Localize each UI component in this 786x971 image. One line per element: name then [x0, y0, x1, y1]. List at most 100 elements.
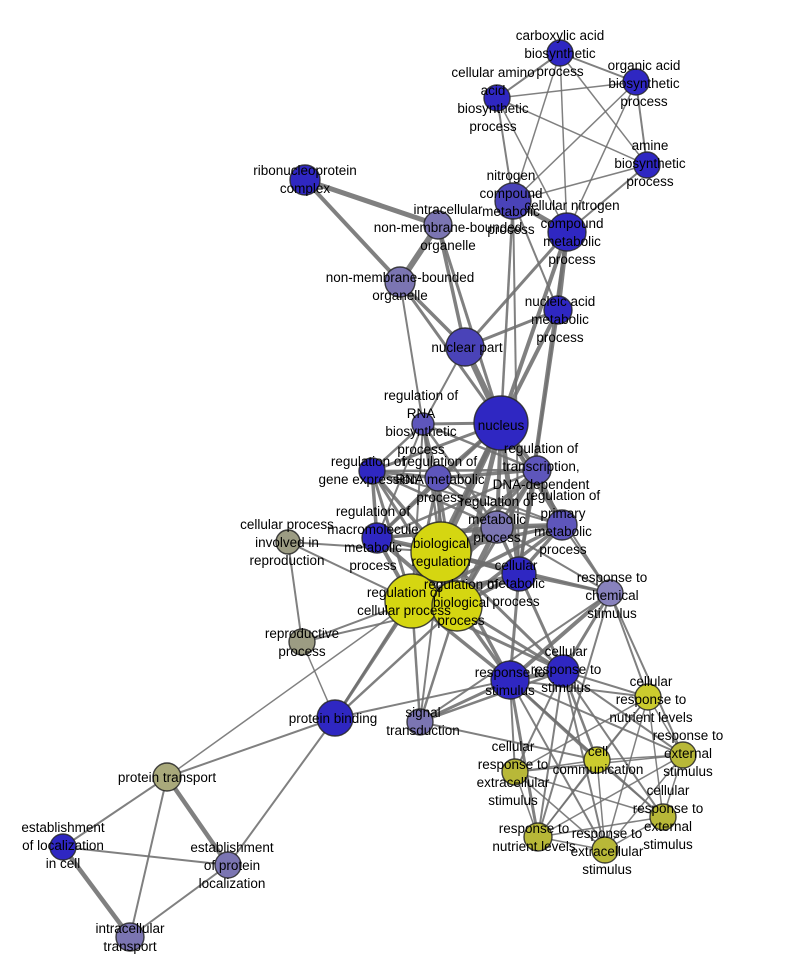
graph-edge-regulation-of-rna-biosynthetic-process--regulation-of-transcription-dna-dependent — [422, 422, 538, 472]
graph-edge-cellular-process-involved-in-reproduction--reproductive-process — [287, 541, 303, 643]
graph-edge-response-to-stimulus--response-to-chemical-stimulus — [508, 591, 612, 682]
graph-edge-establishment-of-localization-in-cell--intracellular-transport — [61, 845, 132, 939]
graph-edge-response-to-chemical-stimulus--cellular-response-to-nutrient-levels — [609, 592, 649, 698]
node-label-response-to-extracellular-stimulus: response to extracellular stimulus — [571, 826, 644, 877]
node-nucleic-acid-metabolic-process[interactable] — [543, 295, 573, 325]
node-carboxylic-acid-biosynthetic-process[interactable] — [546, 39, 574, 67]
graph-edge-signal-transduction--response-to-chemical-stimulus — [419, 592, 611, 723]
node-label-non-membrane-bounded-organelle: non-membrane-bounded organelle — [326, 270, 475, 303]
node-cellular-response-to-external-stimulus[interactable] — [649, 803, 677, 831]
graph-edge-cell-communication--response-to-external-stimulus — [596, 754, 684, 761]
node-regulation-of-primary-metabolic-process[interactable] — [546, 509, 578, 541]
graph-edge-signal-transduction--cellular-response-to-stimulus — [419, 669, 564, 724]
nodes-layer — [49, 39, 697, 952]
graph-edge-response-to-stimulus--response-to-extracellular-stimulus — [509, 679, 606, 851]
graph-edge-regulation-of-gene-expression--regulation-of-primary-metabolic-process — [371, 470, 563, 526]
node-regulation-of-gene-expression[interactable] — [358, 457, 386, 485]
graph-edge-cellular-response-to-nutrient-levels--cellular-response-to-extracellular-stimulus — [514, 696, 649, 773]
node-nitrogen-compound-metabolic-process[interactable] — [494, 182, 532, 220]
node-regulation-of-macromolecule-metabolic-process[interactable] — [361, 522, 393, 554]
node-label-regulation-of-gene-expression: regulation of gene expression — [318, 454, 417, 487]
node-cellular-process-involved-in-reproduction[interactable] — [275, 529, 301, 555]
node-label-organic-acid-biosynthetic-process: organic acid biosynthetic process — [608, 58, 681, 109]
graph-edge-response-to-external-stimulus--response-to-extracellular-stimulus — [604, 754, 684, 851]
node-establishment-of-protein-localization[interactable] — [214, 851, 242, 879]
node-cellular-amino-acid-biosynthetic-process[interactable] — [483, 84, 511, 112]
graph-edge-regulation-of-transcription-dna-dependent--regulation-of-macromolecule-metabolic-process — [376, 468, 538, 540]
graph-edge-cellular-nitrogen-compound-metabolic-process--nucleus — [499, 231, 569, 424]
graph-edge-protein-transport--protein-binding — [166, 717, 336, 778]
node-regulation-of-rna-metabolic-process[interactable] — [424, 464, 452, 492]
graph-edge-regulation-of-rna-biosynthetic-process--regulation-of-macromolecule-metabolic-process — [376, 423, 424, 539]
node-label-cellular-response-to-external-stimulus: cellular response to external stimulus — [633, 783, 704, 852]
node-label-regulation-of-rna-biosynthetic-process: regulation of RNA biosynthetic process — [384, 388, 459, 457]
node-intracellular-transport[interactable] — [115, 922, 145, 952]
graph-edge-response-to-external-stimulus--response-to-nutrient-levels — [537, 754, 684, 838]
node-label-nuclear-part: nuclear part — [431, 340, 503, 355]
node-protein-binding[interactable] — [316, 699, 354, 737]
node-response-to-stimulus[interactable] — [490, 660, 530, 700]
node-signal-transduction[interactable] — [406, 708, 434, 736]
node-label-amine-biosynthetic-process: amine biosynthetic process — [614, 138, 686, 189]
node-non-membrane-bounded-organelle[interactable] — [384, 266, 416, 298]
graph-edge-regulation-of-transcription-dna-dependent--regulation-of-gene-expression — [371, 468, 538, 473]
node-label-response-to-chemical-stimulus: response to chemical stimulus — [577, 570, 648, 621]
node-cellular-nitrogen-compound-metabolic-process[interactable] — [547, 212, 587, 252]
node-establishment-of-localization-in-cell[interactable] — [49, 833, 77, 861]
node-cellular-response-to-stimulus[interactable] — [546, 654, 580, 688]
graph-edge-cellular-metabolic-process--cellular-response-to-stimulus — [517, 573, 565, 672]
node-regulation-of-biological-process[interactable] — [431, 580, 483, 632]
node-response-to-nutrient-levels[interactable] — [523, 822, 553, 852]
node-label-cellular-response-to-extracellular-stimulus: cellular response to extracellular stimulus — [477, 739, 550, 808]
graph-edge-carboxylic-acid-biosynthetic-process--nitrogen-compound-metabolic-process — [512, 52, 561, 202]
node-regulation-of-metabolic-process[interactable] — [480, 510, 514, 544]
node-intracellular-non-membrane-bounded-organelle[interactable] — [423, 210, 453, 240]
graph-edge-carboxylic-acid-biosynthetic-process--amine-biosynthetic-process — [559, 52, 648, 166]
node-label-cellular-amino-acid-biosynthetic-process: cellular amino acid biosynthetic process — [451, 65, 534, 134]
graph-edge-signal-transduction--cell-communication — [419, 721, 598, 761]
node-regulation-of-transcription-dna-dependent[interactable] — [522, 455, 552, 485]
node-biological-regulation[interactable] — [410, 521, 472, 583]
node-ribonucleoprotein-complex[interactable] — [289, 164, 321, 196]
node-label-cellular-nitrogen-compound-metabolic-process: cellular nitrogen compound metabolic proces… — [524, 198, 619, 267]
graph-edge-cellular-response-to-extracellular-stimulus--response-to-extracellular-stimulus — [514, 771, 606, 851]
node-response-to-chemical-stimulus[interactable] — [596, 579, 624, 607]
graph-edge-protein-transport--establishment-of-protein-localization — [165, 775, 230, 867]
node-regulation-of-rna-biosynthetic-process[interactable] — [411, 412, 435, 436]
node-label-response-to-external-stimulus: response to external stimulus — [653, 728, 724, 779]
graph-edge-response-to-chemical-stimulus--response-to-external-stimulus — [609, 592, 684, 756]
graph-edge-establishment-of-localization-in-cell--establishment-of-protein-localization — [62, 846, 229, 866]
node-response-to-extracellular-stimulus[interactable] — [591, 836, 619, 864]
graph-edge-intracellular-non-membrane-bounded-organelle--nucleus — [436, 224, 503, 424]
node-organic-acid-biosynthetic-process[interactable] — [622, 68, 650, 96]
node-label-reproductive-process: reproductive process — [265, 626, 339, 659]
graph-edge-establishment-of-protein-localization--protein-binding — [227, 717, 336, 866]
node-protein-transport[interactable] — [152, 762, 182, 792]
node-label-nucleic-acid-metabolic-process: nucleic acid metabolic process — [525, 294, 596, 345]
node-cell-communication[interactable] — [583, 746, 611, 774]
node-label-regulation-of-transcription-dna-dependent: regulation of transcription, DNA-dependent — [493, 441, 590, 492]
graph-edge-nuclear-part--cellular-nitrogen-compound-metabolic-process — [463, 231, 569, 348]
node-label-protein-transport: protein transport — [118, 770, 217, 785]
graph-edge-response-to-chemical-stimulus--response-to-nutrient-levels — [537, 592, 611, 838]
node-label-intracellular-non-membrane-bounded-organelle: intracellular non-membrane-bounded organel… — [374, 202, 523, 253]
node-amine-biosynthetic-process[interactable] — [633, 151, 661, 179]
graph-edge-nitrogen-compound-metabolic-process--nucleus — [499, 200, 515, 424]
node-label-carboxylic-acid-biosynthetic-process: carboxylic acid biosynthetic process — [516, 28, 605, 79]
graph-edge-non-membrane-bounded-organelle--regulation-of-rna-biosynthetic-process — [399, 281, 424, 425]
node-reproductive-process[interactable] — [288, 628, 316, 656]
node-cellular-metabolic-process[interactable] — [501, 556, 537, 592]
node-cellular-response-to-extracellular-stimulus[interactable] — [501, 758, 529, 786]
node-nuclear-part[interactable] — [445, 327, 485, 367]
graph-edge-carboxylic-acid-biosynthetic-process--cellular-nitrogen-compound-metabolic-process — [559, 52, 568, 233]
node-nucleus[interactable] — [473, 395, 529, 451]
node-response-to-external-stimulus[interactable] — [669, 741, 697, 769]
graph-edge-organic-acid-biosynthetic-process--amine-biosynthetic-process — [635, 81, 648, 166]
node-label-ribonucleoprotein-complex: ribonucleoprotein complex — [253, 163, 357, 196]
node-cellular-response-to-nutrient-levels[interactable] — [634, 683, 662, 711]
graph-edge-protein-binding--regulation-of-biological-process — [334, 605, 458, 719]
node-label-establishment-of-protein-localization: establishment of protein localization — [190, 840, 274, 891]
graph-edge-response-to-stimulus--response-to-nutrient-levels — [508, 679, 540, 838]
